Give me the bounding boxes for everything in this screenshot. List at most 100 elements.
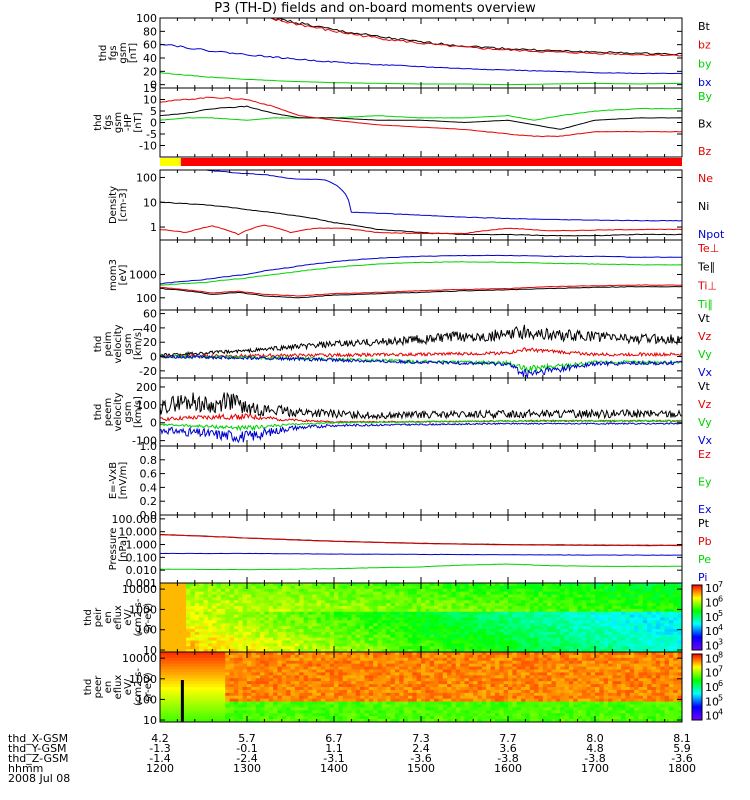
spectrogram-cell xyxy=(616,600,622,604)
spectrogram-cell xyxy=(568,614,574,619)
spectrogram-cell xyxy=(199,588,205,593)
spectrogram-cell xyxy=(264,678,270,682)
spectrogram-cell xyxy=(255,657,261,662)
spectrogram-cell xyxy=(203,594,209,598)
spectrogram-cell xyxy=(203,675,209,679)
spectrogram-cell xyxy=(260,678,265,682)
spectrogram-cell xyxy=(368,603,374,607)
spectrogram-cell xyxy=(334,719,339,722)
spectrogram-cell xyxy=(160,606,165,610)
spectrogram-cell xyxy=(316,643,322,647)
spectrogram-cell xyxy=(499,649,505,652)
spectrogram-cell xyxy=(425,591,431,596)
spectrogram-cell xyxy=(621,606,627,610)
spectrogram-cell xyxy=(481,608,487,613)
spectrogram-cell xyxy=(655,643,661,647)
spectrogram-cell xyxy=(508,634,513,639)
spectrogram-cell xyxy=(229,713,235,717)
spectrogram-cell xyxy=(186,626,192,630)
spectrogram-cell xyxy=(307,637,313,642)
spectrogram-cell xyxy=(660,606,666,610)
spectrogram-cell xyxy=(377,637,383,642)
spectrogram-cell xyxy=(286,608,292,613)
spectrogram-cell xyxy=(390,701,396,706)
spectrogram-cell xyxy=(294,672,300,676)
spectrogram-cell xyxy=(334,611,339,616)
spectrogram-cell xyxy=(255,695,261,700)
spectrogram-cell xyxy=(229,692,235,697)
spectrogram-cell xyxy=(199,640,205,644)
spectrogram-cell xyxy=(577,643,583,647)
spectrogram-cell xyxy=(455,640,461,644)
spectrogram-cell xyxy=(355,603,361,607)
spectrogram-cell xyxy=(320,594,326,598)
spectrogram-cell xyxy=(560,583,566,587)
y-tick-label: 40 xyxy=(143,52,157,65)
spectrogram-cell xyxy=(325,617,331,621)
spectrogram-cell xyxy=(181,629,187,633)
spectrogram-cell xyxy=(538,608,544,613)
spectrogram-cell xyxy=(660,629,666,633)
spectrogram-cell xyxy=(194,623,200,627)
spectrogram-cell xyxy=(225,588,231,593)
legend-label-Te⊥: Te⊥ xyxy=(697,242,719,255)
spectrogram-cell xyxy=(625,600,631,604)
spectrogram-cell xyxy=(186,606,192,610)
spectrogram-cell xyxy=(651,623,657,627)
spectrogram-cell xyxy=(181,626,187,630)
spectrogram-cell xyxy=(464,646,470,650)
spectrogram-cell xyxy=(403,600,409,604)
spectrogram-cell xyxy=(194,600,200,604)
spectrogram-cell xyxy=(325,652,331,656)
spectrogram-cell xyxy=(203,583,209,587)
spectrogram-cell xyxy=(516,634,522,639)
spectrogram-cell xyxy=(212,657,218,662)
spectrogram-cell xyxy=(599,649,605,652)
spectrogram-cell xyxy=(251,631,257,636)
spectrogram-cell xyxy=(668,640,674,644)
spectrogram-cell xyxy=(290,583,296,587)
spectrogram-cell xyxy=(173,594,178,598)
spectrogram-cell xyxy=(542,614,548,619)
spectrogram-cell xyxy=(338,646,344,650)
spectrogram-cell xyxy=(220,617,226,621)
spectrogram-cell xyxy=(342,606,348,610)
spectrogram-cell xyxy=(220,672,226,676)
spectrogram-cell xyxy=(168,681,174,685)
y-axis-label-line: [km/s] xyxy=(133,396,144,428)
spectrogram-cell xyxy=(364,660,370,665)
spectrogram-cell xyxy=(416,583,422,587)
spectrogram-cell xyxy=(425,583,431,587)
spectrogram-cell xyxy=(251,646,257,650)
spectrogram-cell xyxy=(312,663,318,668)
spectrogram-cell xyxy=(238,675,244,679)
spectrogram-cell xyxy=(394,594,400,598)
spectrogram-cell xyxy=(251,583,257,587)
spectrogram-cell xyxy=(260,669,265,674)
spectrogram-cell xyxy=(664,643,670,647)
spectrogram-cell xyxy=(168,608,174,613)
spectrogram-cell xyxy=(529,640,535,644)
spectrogram-cell xyxy=(294,713,300,717)
spectrogram-cell xyxy=(264,660,270,665)
spectrogram-cell xyxy=(586,620,592,624)
spectrogram-cell xyxy=(251,678,257,682)
spectrogram-cell xyxy=(642,637,648,642)
spectrogram-cell xyxy=(425,631,431,636)
spectrogram-cell xyxy=(560,591,566,596)
spectrogram-cell xyxy=(286,663,292,668)
spectrogram-cell xyxy=(390,591,396,596)
spectrogram-cell xyxy=(286,707,292,711)
spectrogram-cell xyxy=(416,634,422,639)
spectrogram-cell xyxy=(216,614,222,619)
spectrogram-cell xyxy=(590,629,596,633)
spectrogram-cell xyxy=(225,684,231,688)
spectrogram-cell xyxy=(403,649,409,652)
spectrogram-cell xyxy=(199,643,205,647)
spectrogram-cell xyxy=(551,585,557,590)
spectrogram-cell xyxy=(616,637,622,642)
spectrogram-cell xyxy=(573,640,579,644)
spectrogram-cell xyxy=(581,603,587,607)
spectrogram-cell xyxy=(264,640,270,644)
spectrogram-cell xyxy=(608,640,613,644)
